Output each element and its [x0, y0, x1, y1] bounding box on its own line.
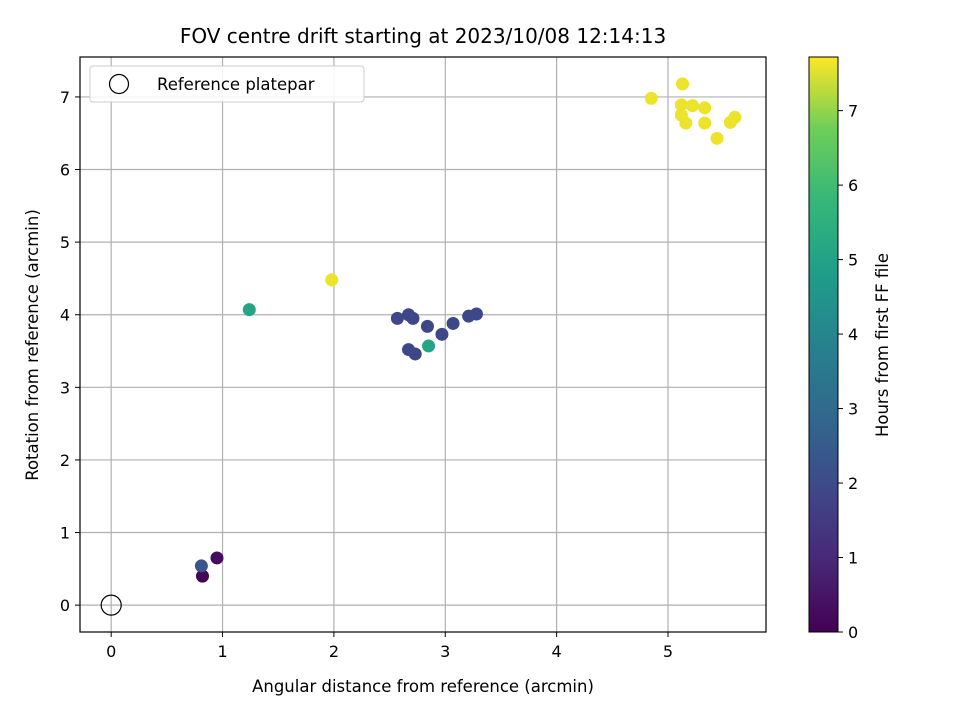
colorbar — [808, 56, 839, 633]
x-tick-label: 5 — [663, 642, 673, 661]
x-tick-label: 3 — [440, 642, 450, 661]
y-tick-label: 2 — [60, 451, 70, 470]
x-tick-label: 0 — [106, 642, 116, 661]
data-point — [196, 569, 209, 583]
x-tick-label: 1 — [217, 642, 227, 661]
colorbar-tick-label: 1 — [848, 549, 858, 568]
x-axis-label: Angular distance from reference (arcmin) — [252, 677, 594, 696]
y-tick-label: 7 — [60, 88, 70, 107]
data-point — [242, 303, 256, 317]
data-point — [674, 98, 688, 112]
chart-title: FOV centre drift starting at 2023/10/08 … — [180, 24, 666, 48]
x-axis-ticks: 0 1 2 3 4 5 — [106, 632, 673, 661]
data-point — [325, 273, 339, 287]
y-tick-label: 3 — [60, 378, 70, 397]
data-point — [194, 559, 208, 573]
colorbar-tick-label: 7 — [848, 102, 858, 121]
data-points — [194, 77, 742, 583]
data-point — [675, 77, 689, 91]
data-point — [406, 311, 420, 325]
data-point — [420, 319, 434, 333]
data-point — [698, 116, 712, 130]
colorbar-tick-label: 0 — [848, 623, 858, 642]
legend: Reference platepar — [89, 65, 365, 103]
y-tick-label: 6 — [60, 161, 70, 180]
data-point — [422, 339, 436, 353]
colorbar-tick-label: 3 — [848, 400, 858, 419]
data-point — [728, 110, 742, 124]
colorbar-tick-label: 4 — [848, 325, 858, 344]
legend-marker-reference — [108, 73, 130, 95]
colorbar-ticks: 0 1 2 3 4 5 6 7 — [838, 102, 858, 642]
plot-frame — [79, 56, 767, 633]
colorbar-tick-label: 2 — [848, 474, 858, 493]
data-point — [435, 327, 449, 341]
colorbar-tick-label: 6 — [848, 176, 858, 195]
y-axis-ticks: 0 1 2 3 4 5 6 7 — [60, 88, 80, 615]
reference-marker-layer — [100, 594, 122, 616]
legend-box — [89, 65, 365, 103]
data-point — [686, 99, 699, 113]
y-axis-label: Rotation from reference (arcmin) — [23, 209, 42, 481]
data-point — [679, 116, 693, 130]
data-point — [446, 316, 460, 330]
y-tick-label: 1 — [60, 524, 70, 543]
data-point — [469, 307, 483, 321]
reference-platepar-marker — [100, 594, 122, 616]
data-point — [210, 551, 224, 565]
data-point — [644, 91, 658, 105]
colorbar-label: Hours from first FF file — [873, 253, 892, 437]
colorbar-tick-label: 5 — [848, 251, 858, 270]
data-point — [710, 131, 724, 145]
data-point — [408, 347, 422, 361]
x-tick-label: 2 — [329, 642, 339, 661]
data-point — [698, 101, 712, 115]
x-tick-label: 4 — [552, 642, 562, 661]
data-point — [390, 311, 404, 325]
y-tick-label: 4 — [60, 306, 70, 325]
y-tick-label: 0 — [60, 596, 70, 615]
y-tick-label: 5 — [60, 233, 70, 252]
legend-label-reference: Reference platepar — [157, 75, 315, 94]
